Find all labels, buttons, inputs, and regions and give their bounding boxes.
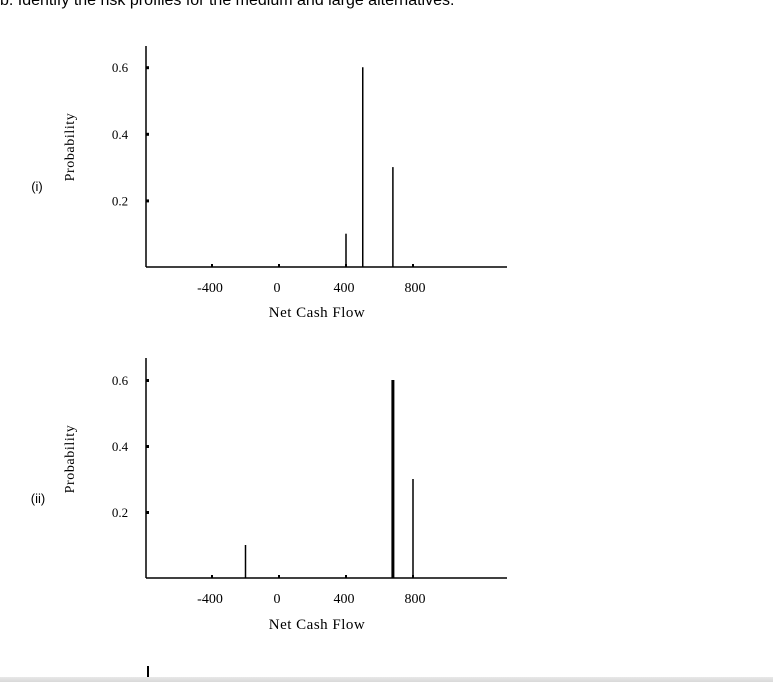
- x-tick-label: -400: [197, 281, 223, 296]
- x-tick-label: 400: [334, 281, 355, 296]
- x-tick-label: -400: [197, 592, 223, 607]
- x-tick: [345, 575, 347, 578]
- y-tick-label: 0.4: [112, 127, 129, 142]
- question-text: b. Identify the risk profiles for the me…: [0, 0, 455, 9]
- y-axis-label: Probability: [63, 425, 78, 494]
- y-tick: [146, 511, 149, 514]
- y-axis-label: Probability: [63, 113, 78, 182]
- x-tick: [211, 264, 213, 267]
- x-tick: [278, 264, 280, 267]
- x-axis-label: Net Cash Flow: [269, 617, 366, 633]
- y-tick-label: 0.6: [112, 373, 129, 388]
- y-tick: [146, 132, 149, 136]
- y-tick: [146, 66, 149, 70]
- panel-label: (i): [31, 179, 43, 194]
- y-tick: [146, 199, 149, 203]
- x-tick-label: 0: [274, 281, 281, 296]
- y-tick: [146, 379, 149, 382]
- x-axis-label: Net Cash Flow: [269, 305, 366, 321]
- x-tick: [278, 575, 280, 578]
- page-bottom-edge: [0, 677, 773, 682]
- y-tick: [146, 445, 149, 448]
- x-tick-label: 800: [405, 281, 426, 296]
- x-tick-label: 400: [334, 592, 355, 607]
- y-tick-label: 0.4: [112, 439, 129, 454]
- x-tick-label: 800: [405, 592, 426, 607]
- x-tick-label: 0: [274, 592, 281, 607]
- panel-label: (ii): [31, 491, 45, 506]
- y-tick-label: 0.2: [112, 193, 128, 208]
- x-tick: [412, 264, 414, 267]
- x-tick: [211, 575, 213, 578]
- y-tick-label: 0.6: [112, 60, 129, 75]
- y-tick-label: 0.2: [112, 505, 128, 520]
